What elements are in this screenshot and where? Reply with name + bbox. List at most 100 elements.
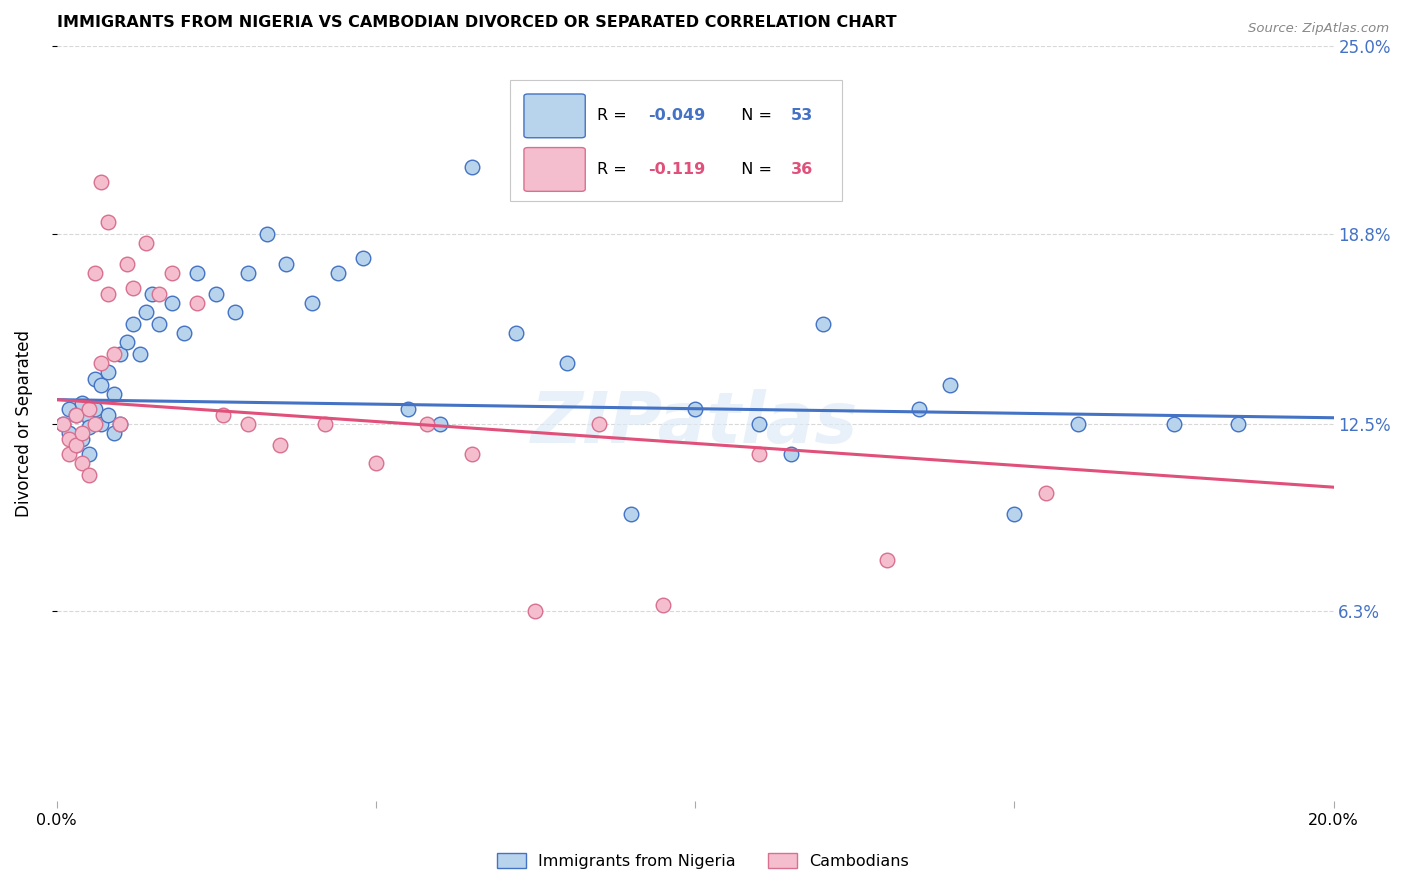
Point: [97, 366, 120, 380]
Point: [122, 317, 145, 331]
Point: [269, 438, 291, 452]
Point: [1002, 508, 1025, 522]
Point: [122, 281, 145, 295]
Point: [70, 432, 93, 446]
Point: [84, 417, 107, 431]
Point: [416, 417, 439, 431]
Point: [224, 305, 246, 319]
Text: ZIPatlas: ZIPatlas: [531, 389, 859, 458]
Text: N =: N =: [731, 108, 778, 123]
Text: Source: ZipAtlas.com: Source: ZipAtlas.com: [1249, 22, 1389, 36]
Point: [77, 419, 100, 434]
Point: [364, 456, 387, 470]
Point: [211, 408, 233, 422]
Text: 36: 36: [790, 162, 813, 177]
Point: [65, 438, 87, 452]
Point: [103, 347, 125, 361]
Point: [557, 356, 579, 370]
Point: [301, 296, 323, 310]
Point: [110, 417, 132, 431]
Point: [128, 347, 150, 361]
Point: [326, 266, 349, 280]
Text: 53: 53: [790, 108, 813, 123]
Point: [460, 160, 482, 174]
Point: [115, 257, 138, 271]
Point: [876, 552, 898, 566]
Text: R =: R =: [596, 108, 631, 123]
Point: [65, 408, 87, 422]
Point: [58, 401, 80, 416]
Point: [779, 447, 801, 461]
Point: [65, 438, 87, 452]
Point: [58, 432, 80, 446]
Point: [65, 408, 87, 422]
Legend: Immigrants from Nigeria, Cambodians: Immigrants from Nigeria, Cambodians: [489, 845, 917, 877]
Point: [1163, 417, 1185, 431]
Point: [524, 604, 547, 618]
Point: [58, 447, 80, 461]
Point: [429, 417, 451, 431]
Point: [70, 425, 93, 440]
Point: [84, 266, 107, 280]
Point: [236, 266, 259, 280]
Point: [97, 287, 120, 301]
Point: [90, 175, 112, 189]
Point: [110, 347, 132, 361]
Point: [314, 417, 336, 431]
Point: [70, 456, 93, 470]
Point: [160, 266, 183, 280]
FancyBboxPatch shape: [524, 147, 585, 192]
Point: [52, 417, 75, 431]
Text: N =: N =: [731, 162, 778, 177]
Point: [1067, 417, 1090, 431]
Point: [52, 417, 75, 431]
Point: [1226, 417, 1249, 431]
Point: [186, 266, 208, 280]
Point: [236, 417, 259, 431]
Point: [186, 296, 208, 310]
Point: [276, 257, 298, 271]
Point: [352, 251, 374, 265]
Point: [939, 377, 962, 392]
Point: [90, 356, 112, 370]
Point: [505, 326, 527, 341]
Point: [84, 401, 107, 416]
Point: [811, 317, 834, 331]
Point: [588, 417, 610, 431]
Point: [160, 296, 183, 310]
Point: [135, 235, 157, 250]
Point: [148, 317, 170, 331]
Point: [396, 401, 419, 416]
Point: [90, 377, 112, 392]
Point: [97, 214, 120, 228]
Point: [77, 410, 100, 425]
Point: [907, 401, 929, 416]
Text: -0.119: -0.119: [648, 162, 704, 177]
Point: [90, 417, 112, 431]
Point: [58, 425, 80, 440]
Point: [77, 401, 100, 416]
FancyBboxPatch shape: [510, 80, 842, 202]
Point: [748, 447, 770, 461]
Point: [70, 395, 93, 409]
Point: [84, 371, 107, 385]
Point: [97, 408, 120, 422]
Point: [652, 598, 675, 612]
Point: [141, 287, 163, 301]
Point: [115, 335, 138, 350]
Text: -0.049: -0.049: [648, 108, 704, 123]
Text: R =: R =: [596, 162, 637, 177]
Point: [256, 227, 278, 241]
Point: [77, 468, 100, 483]
Point: [103, 386, 125, 401]
Text: IMMIGRANTS FROM NIGERIA VS CAMBODIAN DIVORCED OR SEPARATED CORRELATION CHART: IMMIGRANTS FROM NIGERIA VS CAMBODIAN DIV…: [56, 15, 896, 30]
Point: [135, 305, 157, 319]
Point: [620, 508, 643, 522]
Point: [460, 447, 482, 461]
Point: [683, 401, 706, 416]
Point: [205, 287, 228, 301]
Point: [103, 425, 125, 440]
Point: [148, 287, 170, 301]
Point: [110, 417, 132, 431]
Point: [1035, 486, 1057, 500]
